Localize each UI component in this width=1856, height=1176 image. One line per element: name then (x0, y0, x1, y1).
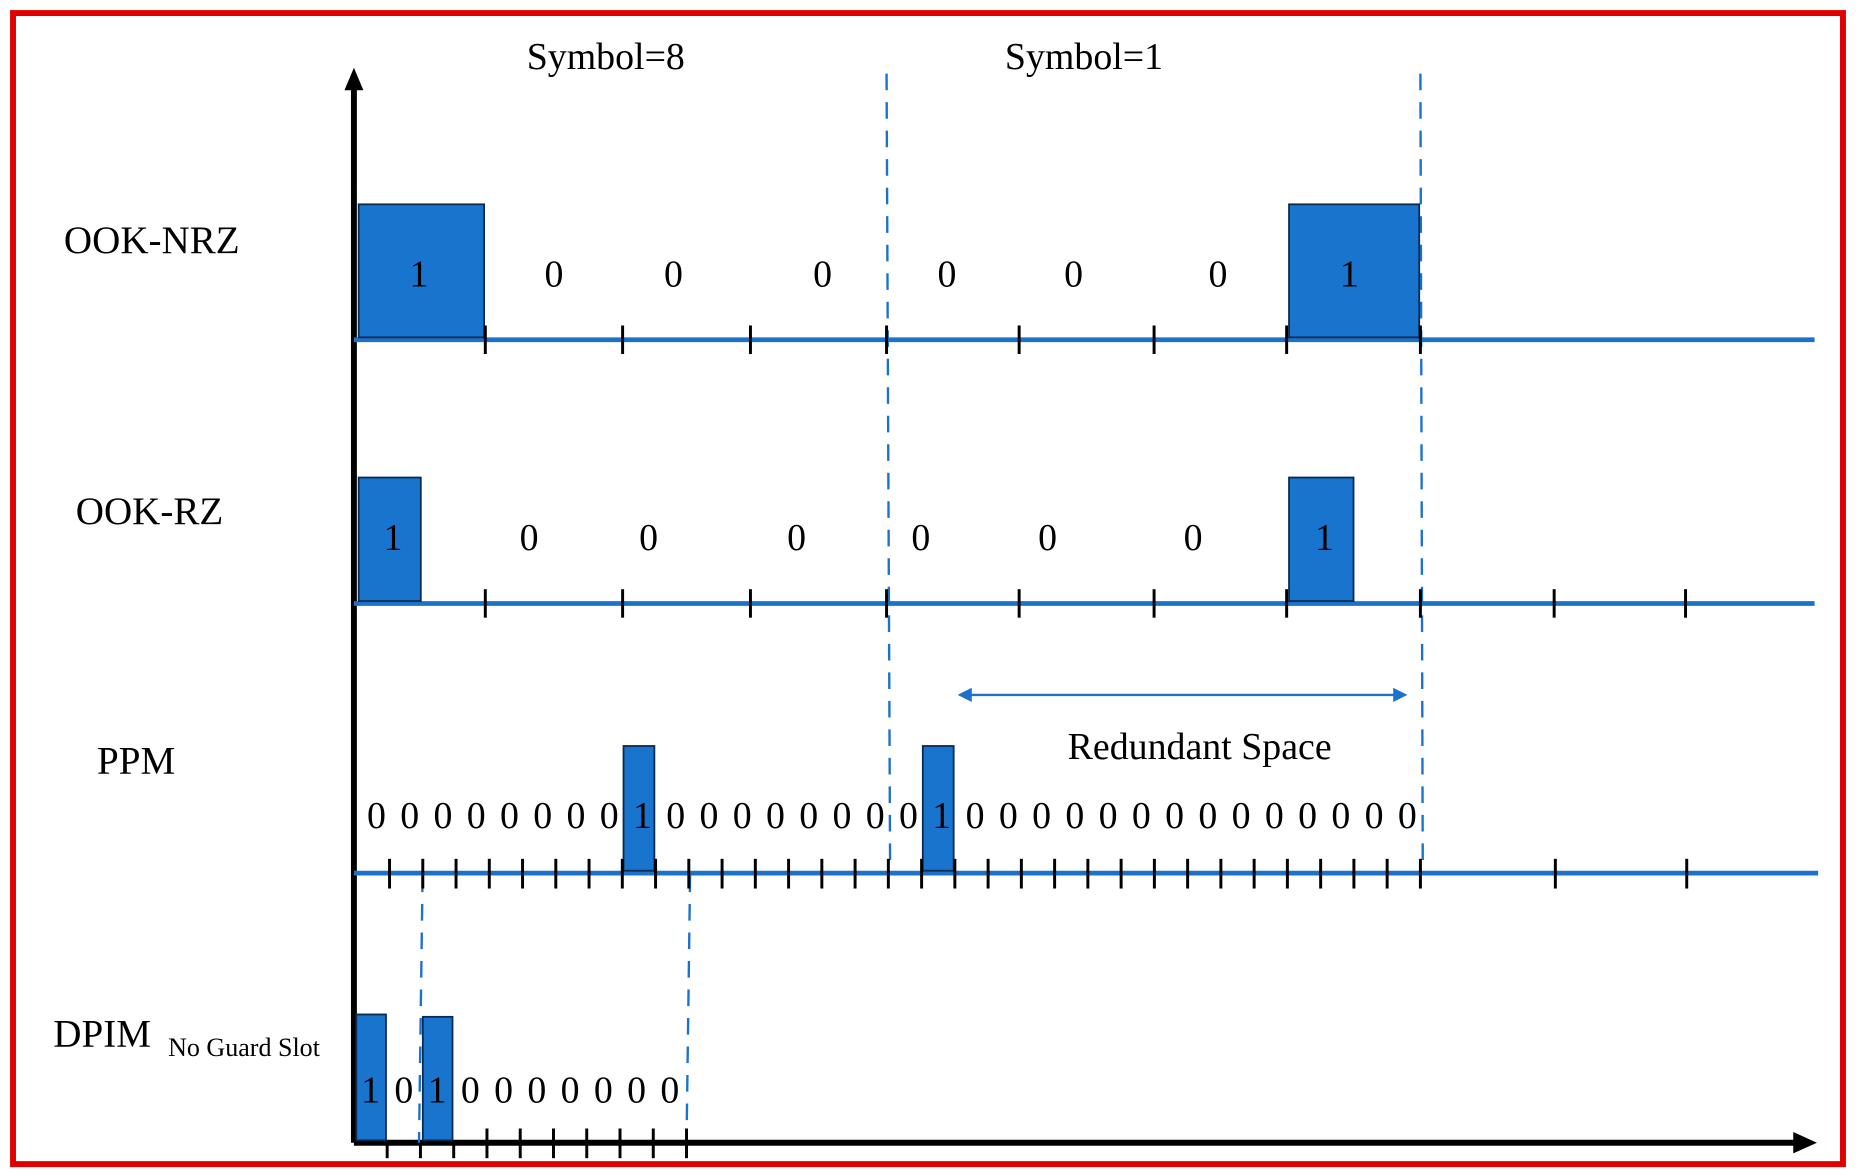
arrow-right-icon (1393, 687, 1408, 703)
dpim-slot-bit: 0 (594, 1069, 613, 1111)
dpim-slot-bit: 0 (627, 1069, 646, 1111)
ppm-slot-bit: 0 (1032, 795, 1051, 837)
ook-nrz-pulse (1288, 203, 1421, 339)
ppm-slot-bit: 0 (1198, 795, 1217, 837)
ppm-slot-bit: 0 (700, 795, 719, 837)
ook-nrz-pulse (357, 203, 486, 339)
ook-rz-bit: 0 (1038, 517, 1057, 559)
ppm-slot-bit: 0 (799, 795, 818, 837)
redundant-space-label: Redundant Space (1068, 726, 1332, 768)
ppm-slot-bit: 0 (833, 795, 852, 837)
ppm-slot-bit: 1 (932, 795, 951, 837)
y-axis-arrow-icon (344, 67, 364, 91)
ppm-slot-bit: 0 (1365, 795, 1384, 837)
ook-nrz-bit: 0 (1064, 253, 1083, 295)
ppm-slot-bit: 0 (367, 795, 386, 837)
dpim-slot-bit: 0 (394, 1069, 413, 1111)
ppm-slot-bit: 0 (733, 795, 752, 837)
ppm-slot-bit: 0 (533, 795, 552, 837)
ppm-slot-bit: 0 (1132, 795, 1151, 837)
row-label-ook-nrz: OOK-NRZ (64, 219, 240, 262)
ook-rz-pulse (1288, 476, 1355, 602)
ook-nrz-bit: 1 (1340, 253, 1359, 295)
ppm-slot-bit: 0 (766, 795, 785, 837)
ook-nrz-bit: 0 (1209, 253, 1228, 295)
ppm-slot-bit: 0 (400, 795, 419, 837)
dpim-pulse (355, 1013, 387, 1142)
dpim-pulse (421, 1015, 454, 1142)
ook-nrz-bit: 0 (544, 253, 563, 295)
ppm-pulse (921, 745, 955, 872)
ook-rz-bit: 0 (520, 517, 539, 559)
symbol-1-header: Symbol=1 (1005, 36, 1163, 78)
ook-rz-bit: 1 (384, 517, 403, 559)
ook-nrz-bit: 0 (813, 253, 832, 295)
symbol-boundary-dashed-line (1419, 73, 1424, 874)
dpim-slot-bit: 0 (461, 1069, 480, 1111)
dpim-slot-bit: 0 (561, 1069, 580, 1111)
ppm-slot-bit: 0 (1232, 795, 1251, 837)
dpim-slot-bit: 0 (494, 1069, 513, 1111)
ppm-slot-bit: 0 (467, 795, 486, 837)
ppm-slot-bit: 0 (567, 795, 586, 837)
ook-rz-bit: 0 (639, 517, 658, 559)
red-frame (10, 10, 1846, 1168)
ppm-slot-bit: 0 (1099, 795, 1118, 837)
ppm-slot-bit: 0 (666, 795, 685, 837)
ppm-slot-bit: 1 (633, 795, 652, 837)
ook-rz-bit: 0 (911, 517, 930, 559)
row-label-dpim: DPIM (53, 1012, 151, 1055)
ook-nrz-bit: 0 (664, 253, 683, 295)
ppm-slot-bit: 0 (434, 795, 453, 837)
ppm-slot-bit: 0 (1165, 795, 1184, 837)
x-axis-arrow-icon (1793, 1132, 1817, 1154)
ook-rz-bit: 1 (1315, 517, 1334, 559)
dpim-slot-bit: 1 (361, 1069, 380, 1111)
ppm-slot-bit: 0 (500, 795, 519, 837)
ook-nrz-bit: 1 (410, 253, 429, 295)
ppm-slot-bit: 0 (1265, 795, 1284, 837)
dpim-boundary-dashed-line (685, 875, 692, 1143)
ppm-pulse (622, 745, 656, 872)
ppm-slot-bit: 0 (899, 795, 918, 837)
ppm-slot-bit: 0 (1331, 795, 1350, 837)
ppm-slot-bit: 0 (966, 795, 985, 837)
dpim-boundary-dashed-line (417, 875, 424, 1143)
dpim-slot-bit: 0 (527, 1069, 546, 1111)
arrow-left-icon (957, 687, 972, 703)
ppm-slot-bit: 0 (600, 795, 619, 837)
symbol-8-header: Symbol=8 (527, 36, 685, 78)
row-label-ppm: PPM (97, 739, 175, 782)
ppm-slot-bit: 0 (1298, 795, 1317, 837)
ook-rz-pulse (357, 476, 422, 602)
ook-rz-bit: 0 (1184, 517, 1203, 559)
row-label-ook-rz: OOK-RZ (76, 490, 224, 533)
dpim-slot-bit: 0 (660, 1069, 679, 1111)
symbol-boundary-dashed-line (885, 73, 892, 874)
ppm-slot-bit: 0 (999, 795, 1018, 837)
ppm-slot-bit: 0 (1065, 795, 1084, 837)
ppm-slot-bit: 0 (866, 795, 885, 837)
dpim-slot-bit: 1 (428, 1069, 447, 1111)
ppm-slot-bit: 0 (1398, 795, 1417, 837)
row-label-dpim-subscript: No Guard Slot (168, 1033, 321, 1062)
ook-nrz-bit: 0 (937, 253, 956, 295)
ook-rz-bit: 0 (787, 517, 806, 559)
